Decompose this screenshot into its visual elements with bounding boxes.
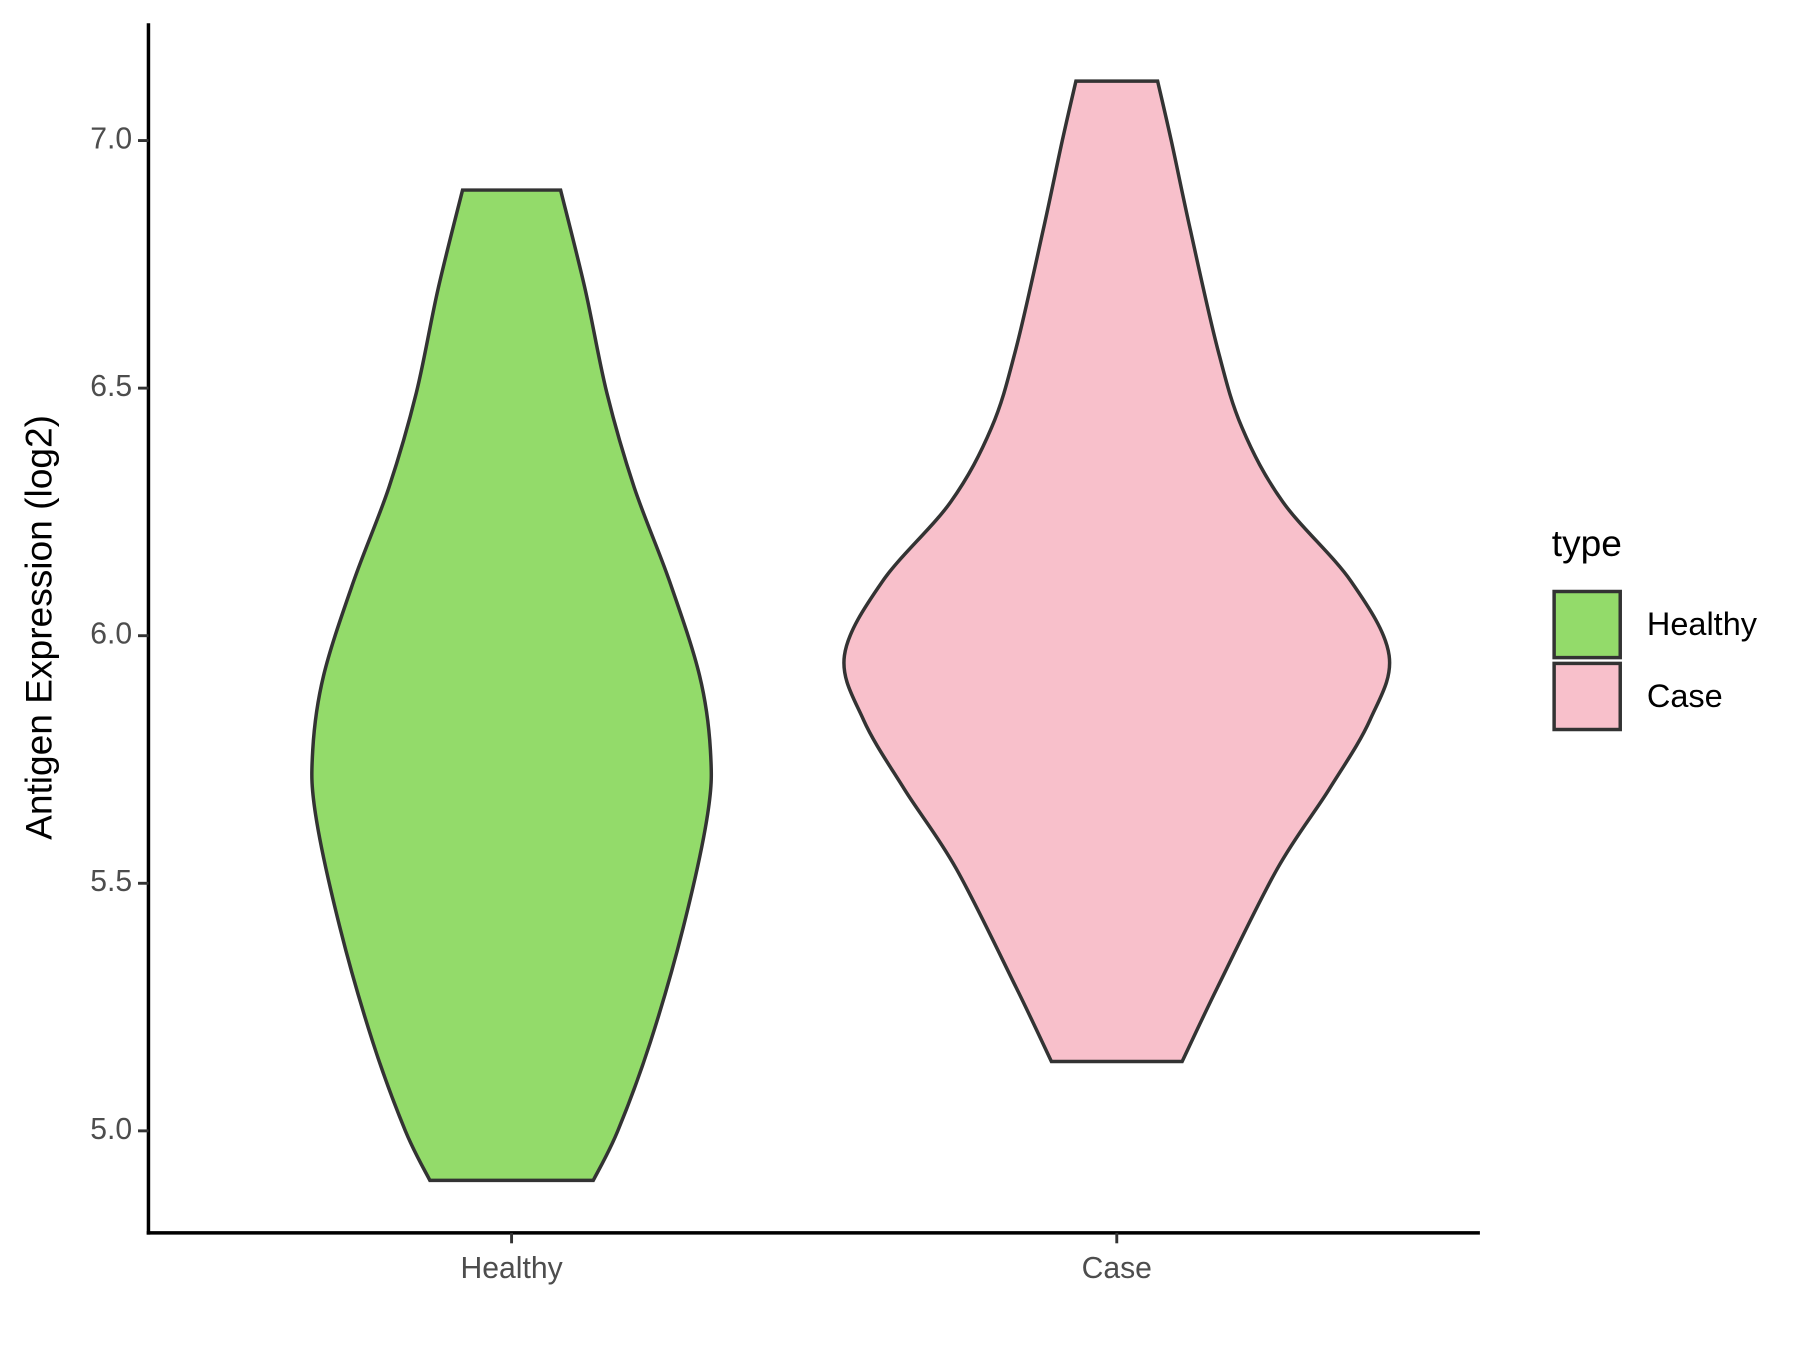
legend-label: Healthy (1647, 606, 1758, 642)
y-tick-label: 7.0 (90, 123, 132, 156)
y-tick-label: 6.5 (90, 370, 132, 403)
violin (310, 188, 714, 1183)
x-tick-label: Case (1082, 1252, 1152, 1285)
violin (842, 79, 1392, 1064)
y-axis-title: Antigen Expression (log2) (18, 415, 60, 840)
y-tick-label: 5.0 (90, 1113, 132, 1146)
y-tick-label: 6.0 (90, 618, 132, 651)
legend-title: type (1552, 522, 1622, 564)
legend-swatch (1552, 589, 1622, 660)
legend-swatch (1552, 661, 1622, 732)
y-tick-label: 5.5 (90, 865, 132, 898)
x-tick-label: Healthy (460, 1252, 563, 1285)
legend-label: Case (1647, 678, 1723, 714)
